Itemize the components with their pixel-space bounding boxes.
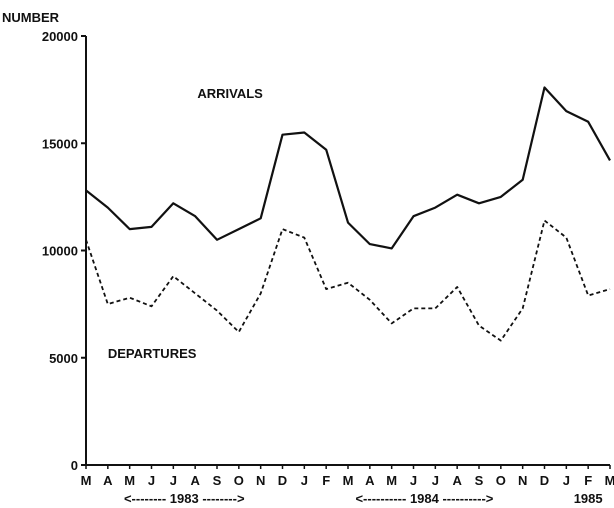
x-tick-label: N <box>256 473 265 488</box>
year-label: 1985 <box>574 491 603 506</box>
y-tick-label: 10000 <box>42 244 78 259</box>
x-tick-label: D <box>540 473 549 488</box>
x-tick-label: F <box>584 473 592 488</box>
series-label-arrivals: ARRIVALS <box>197 86 263 101</box>
x-tick-label: J <box>148 473 155 488</box>
y-axis-label: NUMBER <box>2 10 60 25</box>
x-tick-label: J <box>410 473 417 488</box>
series-line-arrivals <box>85 86 611 250</box>
x-tick-label: M <box>81 473 92 488</box>
year-label: <---------- 1984 ----------> <box>355 491 493 506</box>
year-labels: <-------- 1983 --------> <---------- 1984… <box>124 491 603 506</box>
x-tick-label: S <box>475 473 484 488</box>
x-tick-label: A <box>103 473 113 488</box>
chart-axes <box>85 36 610 466</box>
y-tick-label: 5000 <box>49 351 78 366</box>
y-tick-label: 20000 <box>42 29 78 44</box>
y-tick-label: 15000 <box>42 136 78 151</box>
x-tick-label: F <box>322 473 330 488</box>
series-line-departures <box>85 219 611 342</box>
x-tick-label: M <box>605 473 614 488</box>
y-tick-label: 0 <box>71 458 78 473</box>
x-tick-label: O <box>234 473 244 488</box>
x-tick-label: J <box>432 473 439 488</box>
series-labels: ARRIVALS DEPARTURES <box>108 86 263 361</box>
x-tick-label: D <box>278 473 287 488</box>
x-tick-label: M <box>343 473 354 488</box>
x-tick-label: J <box>170 473 177 488</box>
x-tick-label: A <box>365 473 375 488</box>
x-tick-label: A <box>452 473 462 488</box>
x-tick-label: N <box>518 473 527 488</box>
x-tick-label: S <box>213 473 222 488</box>
series-lines <box>85 86 611 342</box>
x-tick-label: M <box>124 473 135 488</box>
y-tick-labels: 0 5000 10000 15000 20000 <box>42 29 86 473</box>
x-tick-label: J <box>301 473 308 488</box>
x-tick-label: J <box>563 473 570 488</box>
x-tick-label: O <box>496 473 506 488</box>
x-tick-label: A <box>190 473 200 488</box>
series-label-departures: DEPARTURES <box>108 346 197 361</box>
year-label: <-------- 1983 --------> <box>124 491 245 506</box>
x-tick-label: M <box>386 473 397 488</box>
